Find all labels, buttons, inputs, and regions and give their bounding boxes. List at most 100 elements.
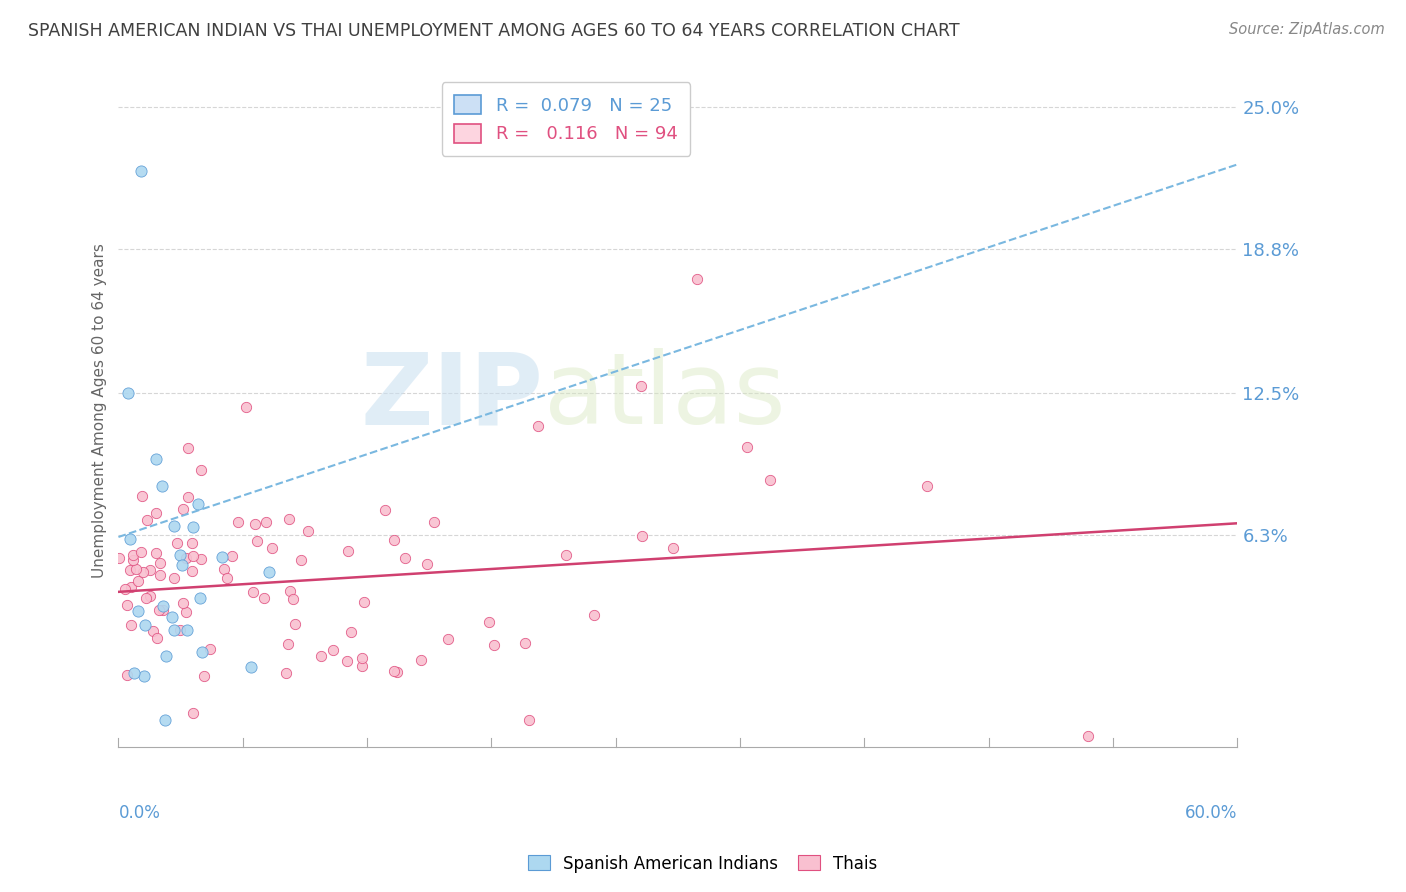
Text: 60.0%: 60.0% — [1185, 805, 1237, 822]
Thais — [274, 665, 297, 680]
Spanish American Indians — [163, 519, 186, 533]
Spanish American Indians — [187, 497, 209, 511]
Spanish American Indians — [129, 164, 152, 178]
Thais — [180, 536, 202, 550]
Thais — [108, 551, 131, 566]
Thais — [374, 503, 396, 517]
Thais — [131, 489, 153, 503]
Text: atlas: atlas — [544, 348, 786, 445]
Thais — [190, 551, 212, 566]
Thais — [759, 473, 782, 487]
Spanish American Indians — [188, 591, 211, 605]
Thais — [139, 590, 162, 604]
Thais — [630, 528, 652, 542]
Thais — [181, 706, 204, 720]
Thais — [132, 565, 155, 579]
Thais — [235, 400, 257, 414]
Thais — [284, 617, 307, 632]
Thais — [117, 598, 139, 612]
Thais — [482, 638, 505, 652]
Thais — [382, 665, 405, 679]
Thais — [527, 418, 550, 433]
Thais — [115, 668, 138, 682]
Thais — [340, 625, 363, 640]
Thais — [290, 553, 312, 567]
Spanish American Indians — [152, 599, 174, 613]
Thais — [436, 632, 458, 646]
Spanish American Indians — [170, 558, 193, 573]
Thais — [309, 648, 332, 663]
Thais — [246, 533, 269, 548]
Thais — [183, 549, 205, 563]
Spanish American Indians — [162, 610, 184, 624]
Thais — [120, 617, 142, 632]
Thais — [118, 563, 141, 577]
Thais — [242, 585, 264, 599]
Spanish American Indians — [122, 665, 145, 680]
Thais — [515, 635, 537, 649]
Thais — [166, 536, 188, 550]
Spanish American Indians — [240, 660, 263, 674]
Spanish American Indians — [211, 549, 233, 564]
Thais — [226, 515, 249, 529]
Spanish American Indians — [169, 548, 191, 562]
Thais — [120, 580, 142, 594]
Thais — [190, 462, 212, 476]
Thais — [253, 591, 276, 605]
Thais — [336, 654, 359, 668]
Thais — [281, 592, 304, 607]
Thais — [145, 506, 167, 520]
Thais — [177, 441, 200, 455]
Thais — [149, 556, 172, 570]
Thais — [135, 591, 157, 606]
Thais — [385, 665, 408, 679]
Spanish American Indians — [150, 479, 173, 493]
Thais — [277, 512, 299, 526]
Thais — [149, 568, 172, 582]
Thais — [148, 603, 170, 617]
Legend: Spanish American Indians, Thais: Spanish American Indians, Thais — [522, 848, 884, 880]
Thais — [353, 595, 375, 609]
Text: SPANISH AMERICAN INDIAN VS THAI UNEMPLOYMENT AMONG AGES 60 TO 64 YEARS CORRELATI: SPANISH AMERICAN INDIAN VS THAI UNEMPLOY… — [28, 22, 960, 40]
Thais — [685, 271, 707, 285]
Spanish American Indians — [120, 533, 142, 547]
Thais — [114, 582, 136, 596]
Thais — [245, 517, 267, 532]
Thais — [297, 524, 319, 538]
Spanish American Indians — [257, 565, 280, 579]
Thais — [337, 544, 360, 558]
Text: ZIP: ZIP — [361, 348, 544, 445]
Spanish American Indians — [155, 649, 177, 664]
Text: 0.0%: 0.0% — [118, 805, 160, 822]
Thais — [735, 440, 758, 454]
Thais — [1077, 729, 1099, 743]
Thais — [322, 643, 344, 657]
Thais — [169, 623, 191, 637]
Y-axis label: Unemployment Among Ages 60 to 64 years: Unemployment Among Ages 60 to 64 years — [93, 243, 107, 577]
Spanish American Indians — [163, 623, 186, 637]
Thais — [517, 713, 540, 727]
Thais — [163, 571, 186, 585]
Thais — [121, 549, 143, 563]
Thais — [630, 379, 652, 393]
Spanish American Indians — [134, 618, 156, 632]
Thais — [350, 659, 373, 673]
Thais — [262, 541, 284, 555]
Thais — [478, 615, 501, 630]
Thais — [415, 557, 437, 571]
Thais — [135, 513, 157, 527]
Spanish American Indians — [176, 624, 198, 638]
Text: Source: ZipAtlas.com: Source: ZipAtlas.com — [1229, 22, 1385, 37]
Spanish American Indians — [134, 669, 156, 683]
Legend: R =  0.079   N = 25, R =   0.116   N = 94: R = 0.079 N = 25, R = 0.116 N = 94 — [441, 82, 690, 156]
Thais — [409, 653, 432, 667]
Thais — [200, 641, 222, 656]
Thais — [174, 551, 197, 566]
Thais — [394, 550, 416, 565]
Thais — [582, 607, 605, 622]
Thais — [145, 546, 167, 560]
Spanish American Indians — [145, 451, 167, 466]
Thais — [139, 563, 162, 577]
Thais — [172, 502, 194, 516]
Thais — [278, 583, 301, 598]
